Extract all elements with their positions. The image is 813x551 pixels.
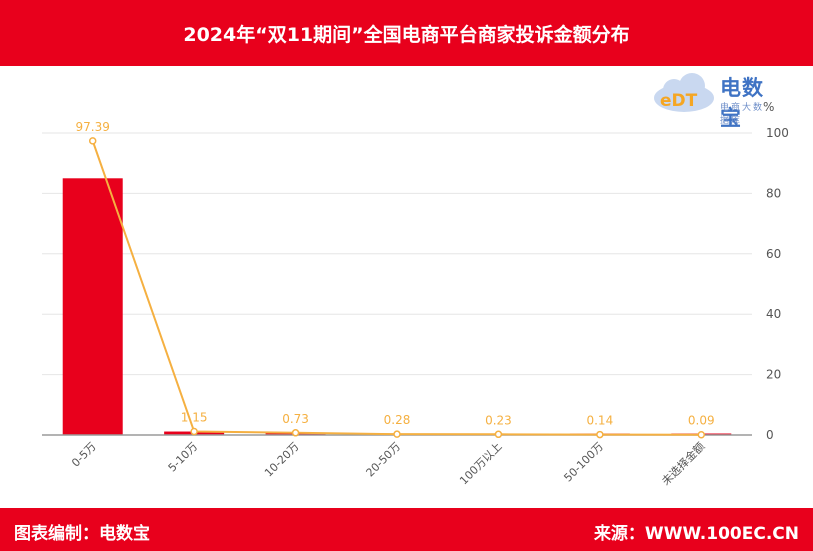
footer-source: 来源：WWW.100EC.CN bbox=[593, 524, 799, 544]
line-point bbox=[88, 137, 97, 145]
data-label: 0.14 bbox=[586, 414, 613, 428]
bar bbox=[62, 178, 123, 436]
y-tick-label: 0 bbox=[766, 428, 774, 442]
chart-title: 2024年“双11期间”全国电商平台商家投诉金额分布 bbox=[183, 23, 630, 46]
data-label: 1.15 bbox=[181, 411, 208, 425]
x-tick-label: 0-5万 bbox=[69, 440, 99, 470]
x-tick-label: 100万以上 bbox=[457, 440, 504, 487]
y-tick-label: 80 bbox=[766, 186, 781, 200]
y-axis-ticks: 0 20 40 60 80 100 bbox=[766, 126, 789, 442]
line-point bbox=[393, 430, 401, 438]
x-tick-label: 10-20万 bbox=[262, 440, 302, 480]
line-point bbox=[494, 430, 503, 439]
data-label: 0.73 bbox=[282, 412, 309, 426]
y-tick-label: 100 bbox=[766, 126, 789, 140]
y-tick-label: 20 bbox=[766, 368, 781, 382]
line-series bbox=[88, 137, 706, 439]
line-point bbox=[291, 429, 300, 437]
chart-title-bar: 2024年“双11期间”全国电商平台商家投诉金额分布 bbox=[0, 0, 813, 66]
y-tick-label: 40 bbox=[766, 307, 781, 321]
x-axis-ticks: 0-5万 5-10万 10-20万 20-50万 100万以上 50-100万 未选择金额 bbox=[69, 439, 707, 488]
data-labels: 97.39 1.15 0.73 0.28 0.23 0.14 0.09 bbox=[76, 120, 715, 428]
x-tick-label: 5-10万 bbox=[166, 440, 201, 475]
chart-area: 97.39 1.15 0.73 0.28 0.23 0.14 0.09 0 20 40 60 80 1… bbox=[42, 100, 789, 488]
series-line bbox=[91, 140, 702, 436]
gridlines bbox=[42, 132, 752, 376]
data-label: 0.23 bbox=[485, 413, 512, 427]
line-point bbox=[596, 430, 604, 439]
data-label: 0.28 bbox=[384, 413, 411, 427]
y-axis-unit: % bbox=[763, 100, 774, 114]
bar-series bbox=[62, 178, 732, 436]
line-point bbox=[697, 430, 706, 439]
x-tick-label: 20-50万 bbox=[364, 440, 404, 480]
data-label: 97.39 bbox=[76, 120, 110, 134]
brand-logo: eDT 电数宝 电商大数据库 bbox=[648, 70, 768, 130]
data-label: 0.09 bbox=[688, 414, 715, 428]
x-tick-label: 未选择金额 bbox=[659, 439, 708, 488]
cloud-logo-icon: eDT bbox=[654, 73, 714, 112]
logo-name: 电数宝 bbox=[720, 76, 764, 130]
footer-bar: 图表编制：电数宝 来源：WWW.100EC.CN bbox=[0, 508, 813, 551]
y-tick-label: 60 bbox=[766, 247, 781, 261]
x-tick-label: 50-100万 bbox=[561, 440, 606, 485]
footer-credit: 图表编制：电数宝 bbox=[14, 524, 150, 544]
logo-subtitle: 电商大数据库 bbox=[720, 103, 765, 126]
line-point bbox=[190, 427, 198, 436]
logo-mark: eDT bbox=[660, 91, 698, 111]
